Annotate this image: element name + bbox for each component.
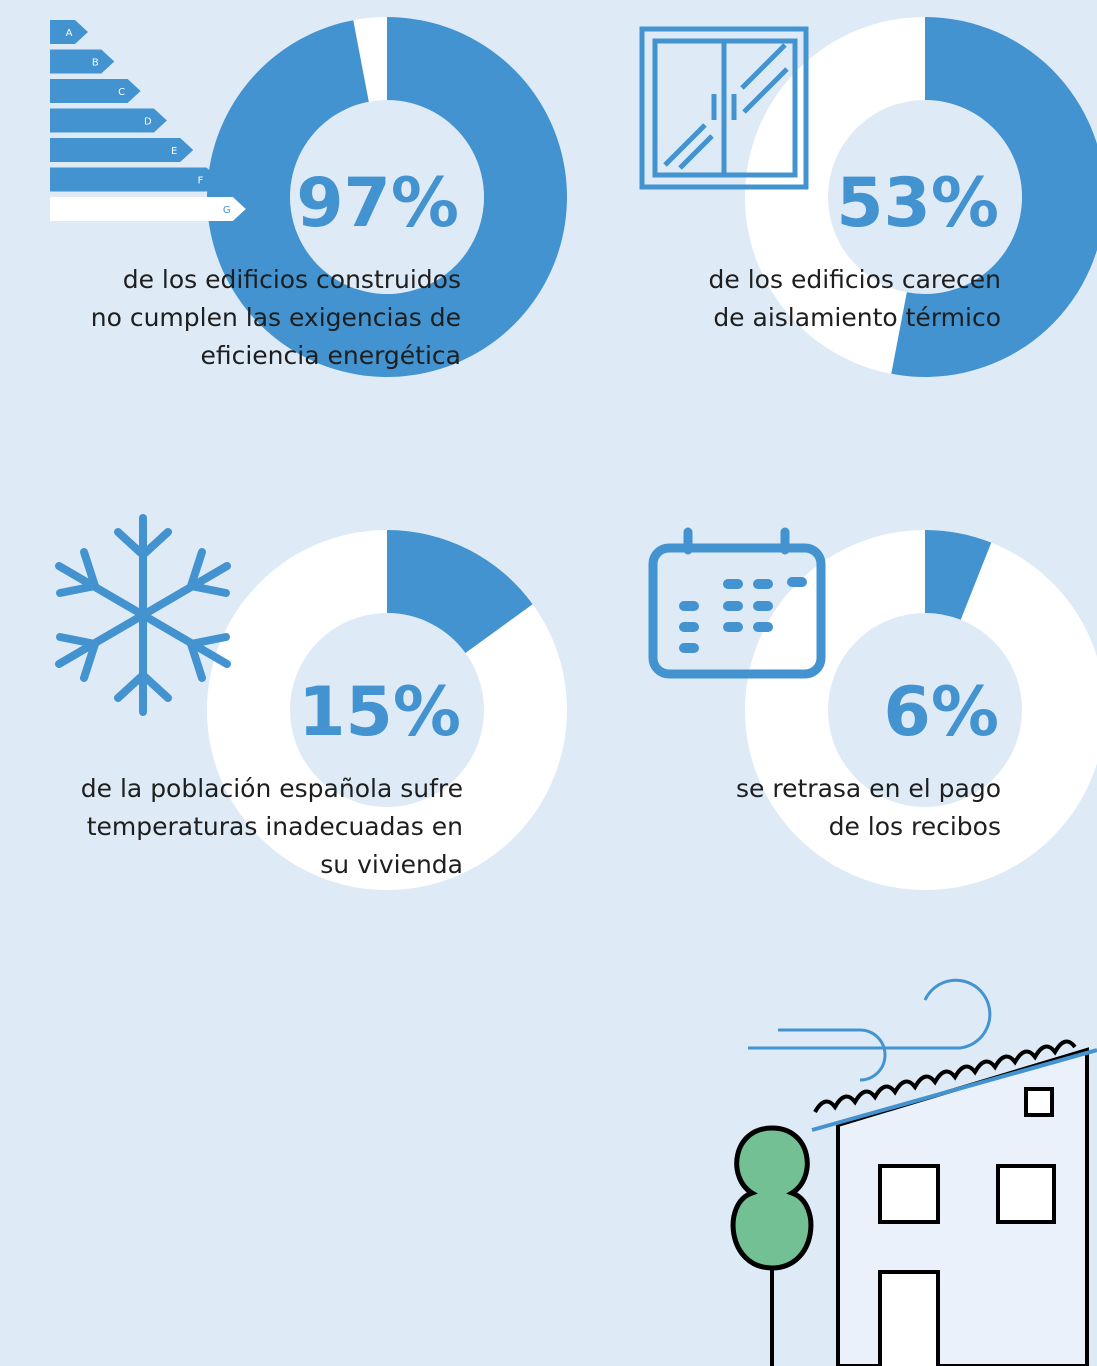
energy-letter: C — [118, 87, 125, 98]
energy-letter: F — [198, 176, 204, 187]
energy-bar — [50, 168, 220, 192]
value-label: 97% — [296, 164, 459, 243]
energy-bar — [50, 197, 246, 221]
description-line: de aislamiento térmico — [713, 303, 1001, 332]
value-label: 15% — [298, 673, 461, 752]
energy-letter: G — [223, 205, 231, 216]
description-line: se retrasa en el pago — [736, 774, 1001, 803]
description-line: no cumplen las exigencias de — [91, 303, 461, 332]
infographic: 97% de los edificios construidos no cumple… — [0, 0, 1097, 1366]
energy-letter: A — [66, 28, 73, 39]
description-line: eficiencia energética — [200, 341, 461, 370]
value-label: 6% — [884, 673, 999, 752]
description-line: de los recibos — [829, 812, 1001, 841]
description-line: de los edificios construidos — [123, 265, 461, 294]
value-label: 53% — [836, 164, 999, 243]
energy-letter: E — [171, 146, 177, 157]
energy-letter: B — [92, 58, 99, 69]
energy-bar — [50, 79, 141, 103]
energy-bar — [50, 50, 114, 74]
description-line: su vivienda — [320, 850, 463, 879]
description-line: temperaturas inadecuadas en — [87, 812, 463, 841]
description-line: de los edificios carecen — [709, 265, 1001, 294]
page: 97% de los edificios construidos no cumple… — [0, 0, 1097, 1366]
description-line: de la población española sufre — [81, 774, 463, 803]
energy-letter: D — [144, 117, 152, 128]
